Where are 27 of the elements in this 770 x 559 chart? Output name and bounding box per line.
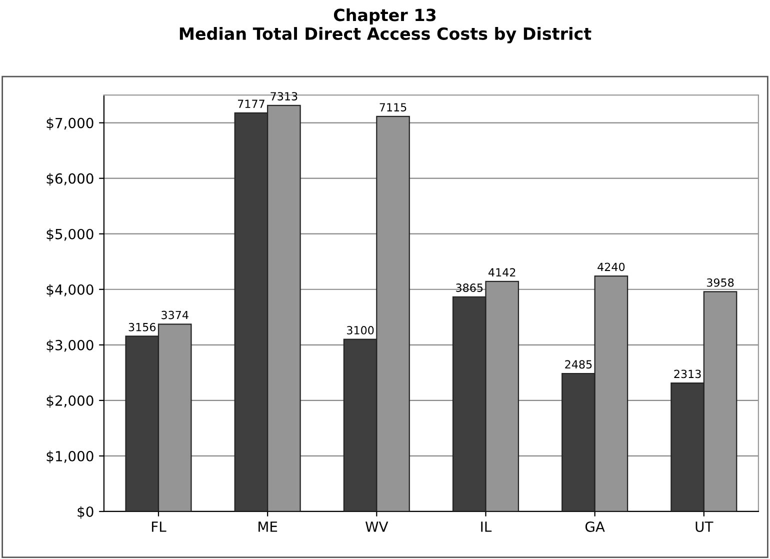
data-label: 3958	[706, 278, 734, 287]
x-tick-label: IL	[481, 522, 492, 532]
data-label: 7313	[270, 92, 298, 100]
data-label: 4240	[598, 262, 625, 272]
x-tick-label: ME	[258, 522, 278, 532]
x-tick-label: UT	[696, 522, 714, 532]
y-tick-label: $1,000	[46, 450, 94, 464]
x-tick-label: FL	[152, 522, 166, 532]
data-label: 7115	[380, 103, 406, 112]
data-label: 3865	[456, 284, 483, 292]
data-label: 2485	[565, 360, 592, 369]
data-label: 7177	[238, 100, 264, 108]
y-tick-label: $5,000	[46, 228, 94, 242]
y-tick-label: $7,000	[46, 118, 94, 130]
y-tick-label: $4,000	[46, 284, 94, 297]
y-tick-label: $0	[78, 506, 94, 519]
x-tick-label: WV	[366, 522, 388, 532]
data-label: 3374	[162, 310, 188, 320]
data-label: 2313	[674, 370, 701, 378]
y-tick-label: $6,000	[46, 173, 94, 186]
y-tick-label: $2,000	[46, 395, 94, 408]
data-label: 3100	[347, 326, 374, 334]
data-label: 3156	[128, 322, 156, 332]
y-tick-label: $3,000	[46, 340, 94, 352]
data-label: 4142	[488, 268, 516, 276]
x-tick-label: GA	[585, 521, 605, 532]
chart-title: Chapter 13 Median Total Direct Access Costs by District	[180, 8, 592, 44]
